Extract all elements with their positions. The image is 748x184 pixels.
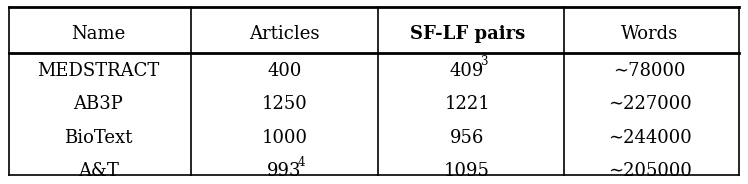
Text: 4: 4 [298,156,305,169]
Text: A&T: A&T [78,162,119,180]
Text: BioText: BioText [64,129,132,147]
Text: ∼205000: ∼205000 [608,162,692,180]
Text: ∼227000: ∼227000 [608,95,692,113]
Text: 993: 993 [267,162,302,180]
Text: 1221: 1221 [444,95,490,113]
Text: Words: Words [621,25,678,43]
Text: ∼78000: ∼78000 [613,62,686,80]
Text: 1095: 1095 [444,162,490,180]
Text: Name: Name [71,25,126,43]
Text: 409: 409 [450,62,485,80]
Text: ∼244000: ∼244000 [608,129,692,147]
Text: AB3P: AB3P [73,95,123,113]
Text: 956: 956 [450,129,485,147]
Text: SF-LF pairs: SF-LF pairs [409,25,525,43]
Text: 1000: 1000 [262,129,307,147]
Text: 3: 3 [480,55,488,68]
Text: 1250: 1250 [262,95,307,113]
Text: MEDSTRACT: MEDSTRACT [37,62,159,80]
Text: 400: 400 [267,62,301,80]
Text: Articles: Articles [249,25,320,43]
